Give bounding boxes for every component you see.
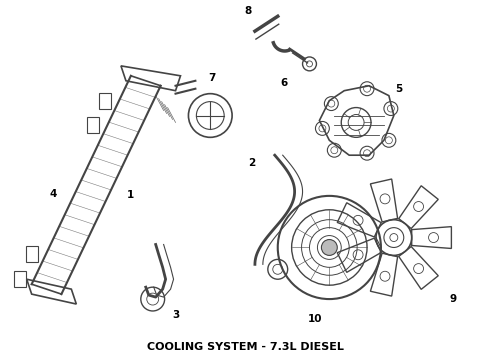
Text: 1: 1 bbox=[127, 190, 135, 200]
Text: 5: 5 bbox=[395, 84, 402, 94]
Text: 9: 9 bbox=[450, 294, 457, 304]
Text: 10: 10 bbox=[308, 314, 323, 324]
Text: 7: 7 bbox=[209, 73, 216, 83]
Text: 2: 2 bbox=[248, 158, 256, 168]
Circle shape bbox=[321, 239, 337, 255]
Text: 8: 8 bbox=[245, 6, 251, 16]
Text: 4: 4 bbox=[50, 189, 57, 199]
Text: 6: 6 bbox=[280, 78, 287, 88]
Text: 3: 3 bbox=[172, 310, 179, 320]
Text: COOLING SYSTEM - 7.3L DIESEL: COOLING SYSTEM - 7.3L DIESEL bbox=[147, 342, 343, 352]
